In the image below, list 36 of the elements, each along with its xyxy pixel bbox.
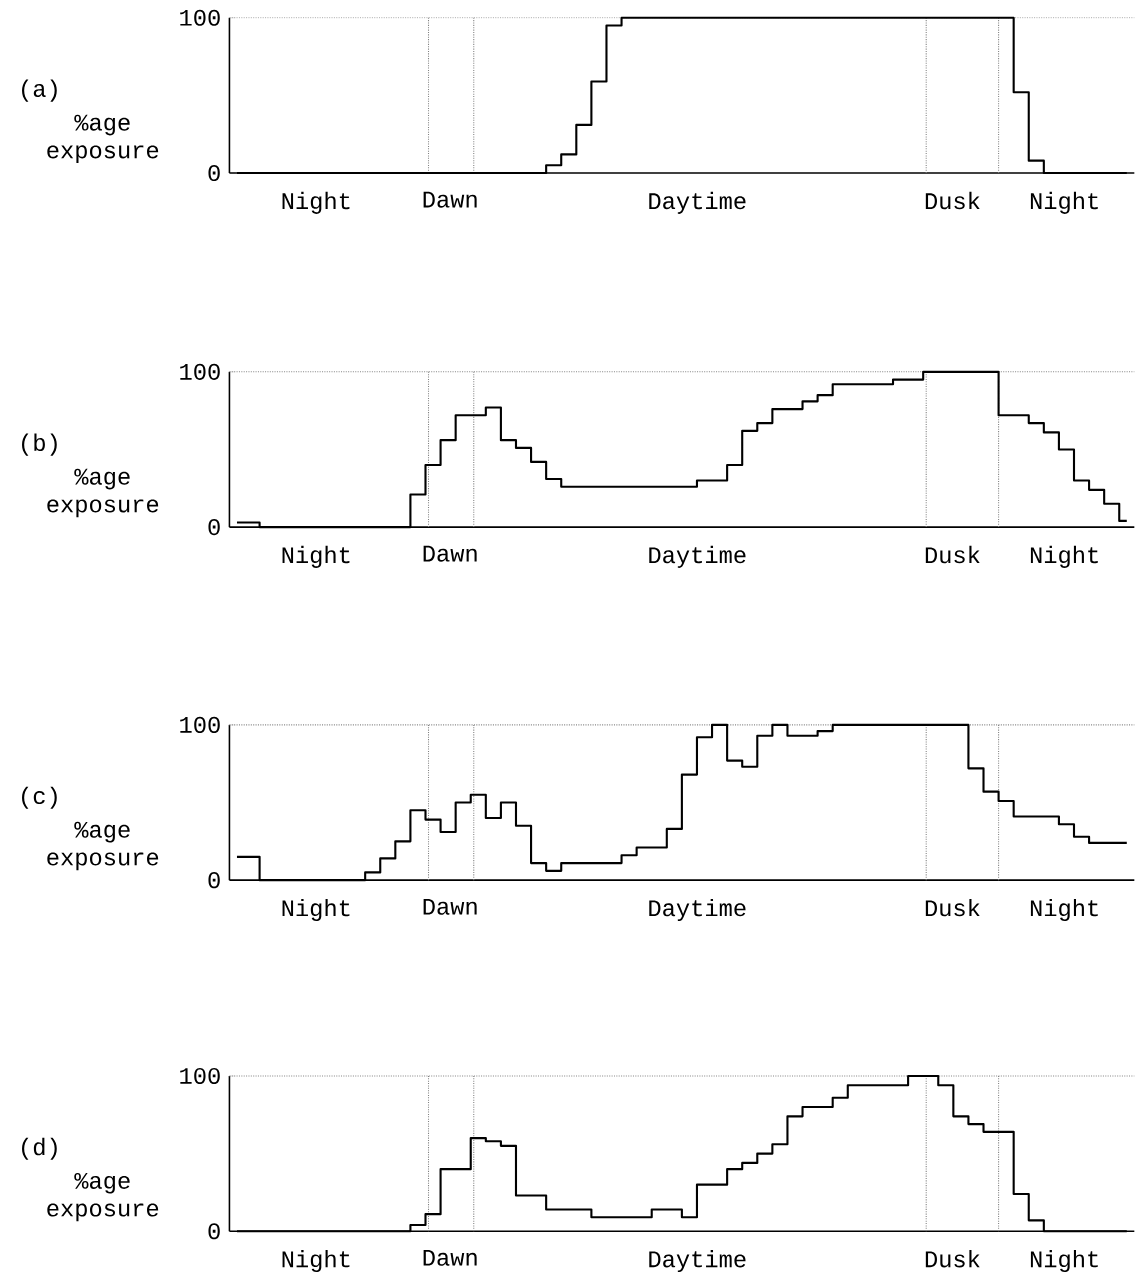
y-tick-label: 0 — [208, 519, 220, 536]
text: (c) — [21, 786, 57, 809]
y-axis-title: %age exposure — [47, 468, 159, 518]
y-tick-label: 0 — [208, 1223, 220, 1240]
y-tick-label: 100 — [180, 9, 220, 26]
text: Daytime — [649, 191, 746, 214]
y-tick-label: 100 — [180, 1067, 220, 1085]
text: Night — [282, 898, 350, 921]
text: Night — [1030, 545, 1098, 568]
text: Dawn — [423, 545, 477, 562]
text: Dawn — [423, 191, 477, 208]
y-tick-label: 0 — [208, 872, 220, 889]
text: Night — [1030, 191, 1098, 214]
text: Night — [282, 545, 350, 568]
y-tick-label: 0 — [208, 165, 220, 182]
text: Dawn — [423, 898, 477, 915]
text: (d) — [21, 1137, 57, 1160]
text: Dawn — [423, 1249, 477, 1266]
text: Dusk — [925, 191, 980, 210]
text: Daytime — [649, 545, 746, 568]
text: Night — [282, 1249, 350, 1273]
text: (b) — [21, 433, 57, 456]
y-axis-title: %age exposure — [47, 1172, 159, 1222]
y-axis-title: %age exposure — [47, 821, 159, 871]
text: Dusk — [925, 1249, 980, 1268]
text: Dusk — [925, 545, 980, 564]
text: Night — [1030, 1249, 1098, 1273]
y-tick-label: 100 — [180, 716, 220, 733]
text: Daytime — [649, 1249, 746, 1273]
text: Night — [282, 191, 350, 214]
y-axis-title: %age exposure — [47, 114, 159, 164]
y-tick-label: 100 — [180, 363, 220, 380]
text: Dusk — [925, 898, 980, 917]
text: (a) — [21, 79, 57, 102]
text: Daytime — [649, 898, 746, 921]
text: Night — [1030, 898, 1098, 921]
